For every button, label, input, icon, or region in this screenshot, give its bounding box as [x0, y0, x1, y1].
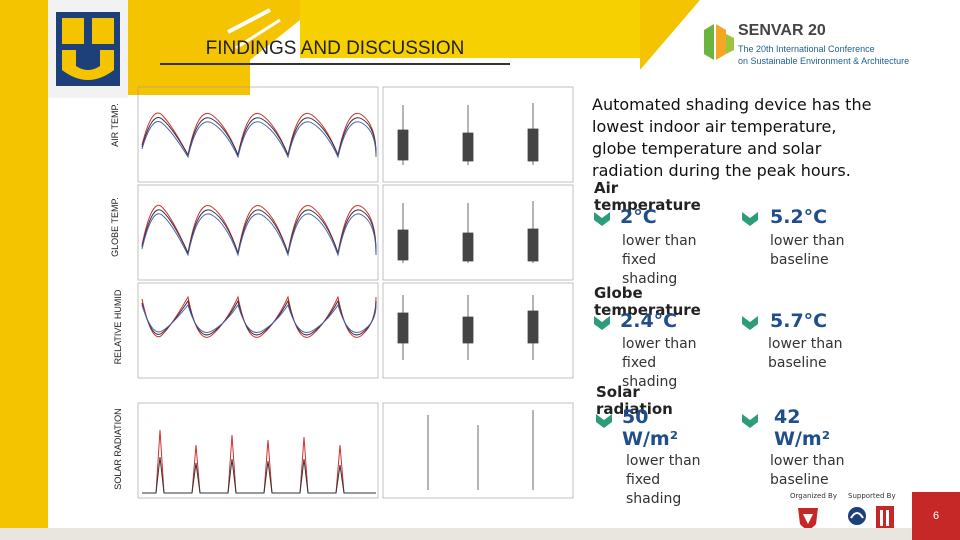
results-charts-figure [137, 86, 574, 499]
globe-temp-vs-baseline-desc: lower than baseline [768, 336, 843, 371]
down-chevron-icon [594, 316, 610, 330]
category-globe-temperature: Globe temperature [594, 284, 701, 319]
solar-vs-fixed-desc: lower than fixed shading [626, 453, 701, 507]
globe-temp-label: GLOBE TEMP. [110, 197, 120, 257]
solar-vs-baseline-value: 42 W/m² [774, 406, 831, 450]
globe-temp-vs-fixed-value: 2.4°C [620, 310, 678, 332]
air-temp-vs-fixed-value: 2°C [620, 206, 657, 228]
supporter-logo-2 [876, 506, 894, 530]
category-solar-radiation: Solar radiation [596, 383, 673, 418]
organized-by-label: Organized By [790, 492, 837, 500]
down-chevron-icon [594, 212, 610, 226]
page-title: FINDINGS AND DISCUSSION [205, 38, 465, 59]
down-chevron-icon [596, 414, 612, 428]
category-air-temperature: Air temperature [594, 179, 701, 214]
organizer-logo [798, 508, 818, 529]
university-logo [48, 0, 128, 98]
air-temp-vs-baseline-value: 5.2°C [770, 206, 828, 228]
bottom-strip [0, 528, 912, 540]
supporter-logo-1 [848, 507, 866, 525]
solar-vs-baseline-desc: lower than baseline [770, 453, 845, 488]
findings-headline: Automated shading device has the lowest … [592, 95, 872, 180]
title-underline [160, 63, 510, 65]
page-number: 6 [912, 492, 960, 540]
air-temp-vs-fixed-desc: lower than fixed shading [622, 233, 697, 287]
conference-subtitle: The 20th International Conference on Sus… [738, 44, 910, 66]
air-temp-vs-baseline-desc: lower than baseline [770, 233, 845, 268]
down-chevron-icon [742, 212, 758, 226]
conference-name: SENVAR 20 [738, 22, 826, 39]
solar-vs-fixed-value: 50 W/m² [622, 406, 679, 450]
supported-by-label: Supported By [848, 492, 896, 500]
air-temp-label: AIR TEMP. [110, 103, 120, 147]
solar-radiation-label: SOLAR RADIATION [113, 408, 123, 490]
globe-temp-vs-baseline-value: 5.7°C [770, 310, 828, 332]
senvar-logo [700, 20, 736, 68]
globe-temp-vs-fixed-desc: lower than fixed shading [622, 336, 697, 390]
down-chevron-icon [742, 414, 758, 428]
down-chevron-icon [742, 316, 758, 330]
relative-humid-label: RELATIVE HUMID [113, 289, 123, 365]
